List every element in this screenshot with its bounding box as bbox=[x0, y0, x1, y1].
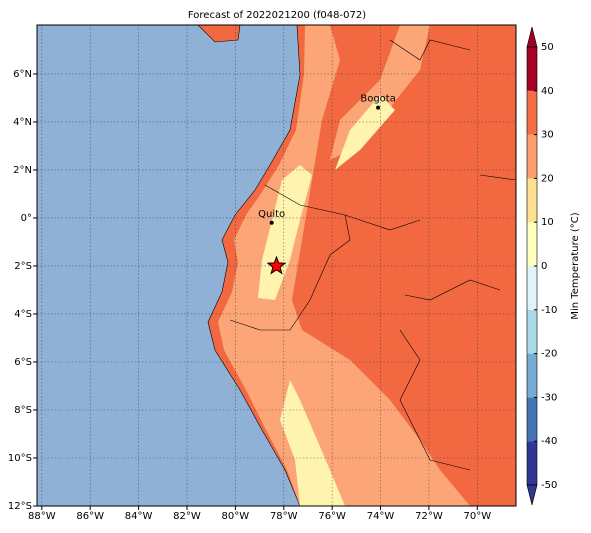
y-tick-label: 4°S bbox=[14, 309, 32, 320]
x-tick-label: 86°W bbox=[76, 511, 104, 522]
star-marker bbox=[266, 255, 287, 275]
y-tick-label: 8°S bbox=[14, 405, 32, 416]
x-tick-label: 82°W bbox=[173, 511, 201, 522]
x-tick-label: 84°W bbox=[125, 511, 153, 522]
colorbar-label: Min Temperature (°C) bbox=[570, 212, 581, 319]
colorbar-segment bbox=[527, 90, 537, 135]
y-tick-label: 12°S bbox=[8, 501, 32, 512]
temp-zone bbox=[335, 95, 395, 170]
map-area bbox=[37, 25, 516, 506]
x-tick-label: 70°W bbox=[463, 511, 491, 522]
colorbar-tick-label: -20 bbox=[541, 349, 557, 360]
city-dot bbox=[376, 105, 381, 110]
temp-zone bbox=[280, 380, 345, 506]
y-tick-label: 6°S bbox=[14, 357, 32, 368]
colorbar-tick-label: 10 bbox=[541, 217, 554, 228]
y-tick-label: 6°N bbox=[13, 69, 32, 80]
colorbar-segment bbox=[527, 178, 537, 223]
x-tick-label: 80°W bbox=[222, 511, 250, 522]
x-tick-label: 72°W bbox=[415, 511, 443, 522]
colorbar-tick-label: 40 bbox=[541, 86, 554, 97]
colorbar-segment bbox=[527, 441, 537, 485]
borders bbox=[229, 39, 516, 471]
y-tick-label: 2°N bbox=[13, 165, 32, 176]
title: Forecast of 2022021200 (f048-072) bbox=[188, 10, 366, 21]
colorbar-segment bbox=[527, 47, 537, 91]
colorbar-segment bbox=[527, 353, 537, 398]
colorbar-extend bbox=[526, 26, 538, 48]
colorbar-segment bbox=[527, 266, 537, 310]
island bbox=[197, 25, 241, 43]
x-tick-label: 78°W bbox=[270, 511, 298, 522]
y-tick-label: 0° bbox=[21, 213, 32, 224]
x-tick-label: 74°W bbox=[367, 511, 395, 522]
colorbar-tick-label: -10 bbox=[541, 305, 557, 316]
city-dot bbox=[269, 220, 274, 225]
colorbar-tick-label: 50 bbox=[541, 42, 554, 53]
y-tick-label: 10°S bbox=[8, 453, 32, 464]
colorbar-tick-label: -40 bbox=[541, 436, 557, 447]
colorbar-tick-label: 30 bbox=[541, 130, 554, 141]
colorbar-segment bbox=[527, 222, 537, 266]
colorbar-tick-label: 20 bbox=[541, 173, 554, 184]
x-tick-label: 88°W bbox=[28, 511, 56, 522]
colorbar-extend bbox=[526, 484, 538, 506]
temp-zone bbox=[218, 25, 470, 506]
city-label: Quito bbox=[258, 209, 285, 220]
colorbar-segment bbox=[527, 309, 537, 354]
city-label: Bogota bbox=[360, 94, 396, 105]
colorbar-segment bbox=[527, 397, 537, 442]
colorbar-tick-label: 0 bbox=[541, 261, 547, 272]
x-tick-label: 76°W bbox=[318, 511, 346, 522]
y-tick-label: 4°N bbox=[13, 117, 32, 128]
colorbar-tick-label: -30 bbox=[541, 392, 557, 403]
y-tick-label: 2°S bbox=[14, 261, 32, 272]
colorbar-segment bbox=[527, 134, 537, 179]
colorbar-tick-label: -50 bbox=[541, 480, 557, 491]
